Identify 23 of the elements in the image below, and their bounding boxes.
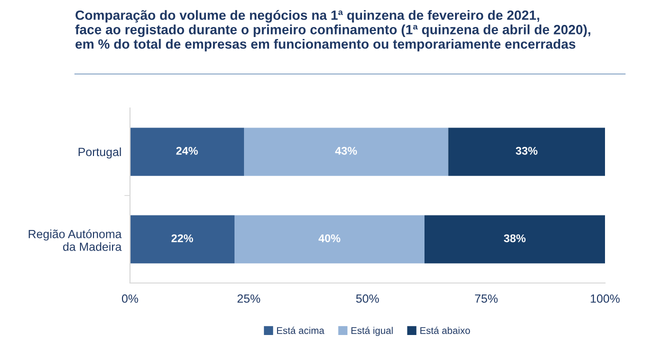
legend-label: Está acima <box>277 326 324 334</box>
x-tick-label: 100% <box>590 294 620 303</box>
y-tick-label: Região Autónoma da Madeira <box>28 229 122 251</box>
data-label: 22% <box>172 234 194 242</box>
x-tick-label: 0% <box>122 294 138 303</box>
bar <box>234 215 424 264</box>
data-label: 33% <box>516 146 538 155</box>
bar <box>424 215 605 264</box>
bar <box>244 128 448 176</box>
x-tick-label: 25% <box>238 294 260 303</box>
data-label: 40% <box>318 234 340 242</box>
bar <box>130 215 234 264</box>
x-tick-label: 75% <box>475 294 498 303</box>
bar <box>130 128 244 176</box>
legend-label: Está igual <box>351 326 393 336</box>
bar <box>448 128 605 176</box>
legend-label: Está abaixo <box>420 326 470 334</box>
data-label: 38% <box>504 234 526 242</box>
y-tick-label: Portugal <box>78 147 121 158</box>
data-label: 43% <box>335 146 357 155</box>
data-label: 24% <box>176 146 198 155</box>
chart-title: Comparação do volume de negócios na 1ª quinzena de fevereiro de 2021, face ao registado durante o primeiro confinamento (1ª quinzena de abril de 2020), em % do total de empresas em funcionamento ou temporariamente encerradas <box>75 10 590 52</box>
x-tick-label: 50% <box>356 294 379 303</box>
